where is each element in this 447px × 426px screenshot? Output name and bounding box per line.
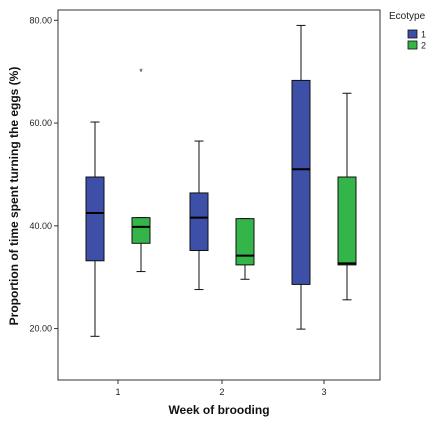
box-series2-week1 [131, 217, 151, 273]
plot-area [57, 9, 381, 381]
box-series-group: * [85, 24, 357, 337]
box-iqr [235, 218, 255, 266]
box-iqr [85, 176, 105, 262]
box-iqr [189, 192, 209, 251]
legend-swatch [407, 29, 418, 39]
box-iqr [291, 79, 311, 285]
legend-label: 1 [421, 30, 426, 40]
y-axis-title: Proportion of time spent turning the egg… [7, 67, 21, 326]
x-tick-label: 2 [219, 387, 224, 397]
y-axis: 20.00 40.00 60.00 80.00 [29, 15, 58, 334]
x-tick-label: 3 [321, 387, 326, 397]
box-iqr [131, 217, 151, 244]
legend-swatch [407, 40, 418, 50]
y-tick-label: 60.00 [29, 118, 52, 128]
box-iqr [337, 176, 357, 266]
box-series1-week2 [189, 140, 209, 291]
y-tick-label: 80.00 [29, 15, 52, 25]
box-series2-week2 [235, 218, 255, 280]
outlier-marker: * [139, 67, 143, 77]
x-axis-title: Week of brooding [168, 403, 269, 417]
x-axis: 1 2 3 [115, 380, 327, 397]
legend-title: Ecotype [389, 11, 426, 22]
box-series1-week1 [85, 121, 105, 337]
legend-label: 2 [421, 41, 426, 51]
box-series1-week3 [291, 24, 311, 330]
legend: Ecotype 12 [389, 11, 426, 51]
y-tick-label: 20.00 [29, 324, 52, 334]
box-series2-week3 [337, 92, 357, 301]
x-tick-label: 1 [115, 387, 120, 397]
y-tick-label: 40.00 [29, 221, 52, 231]
